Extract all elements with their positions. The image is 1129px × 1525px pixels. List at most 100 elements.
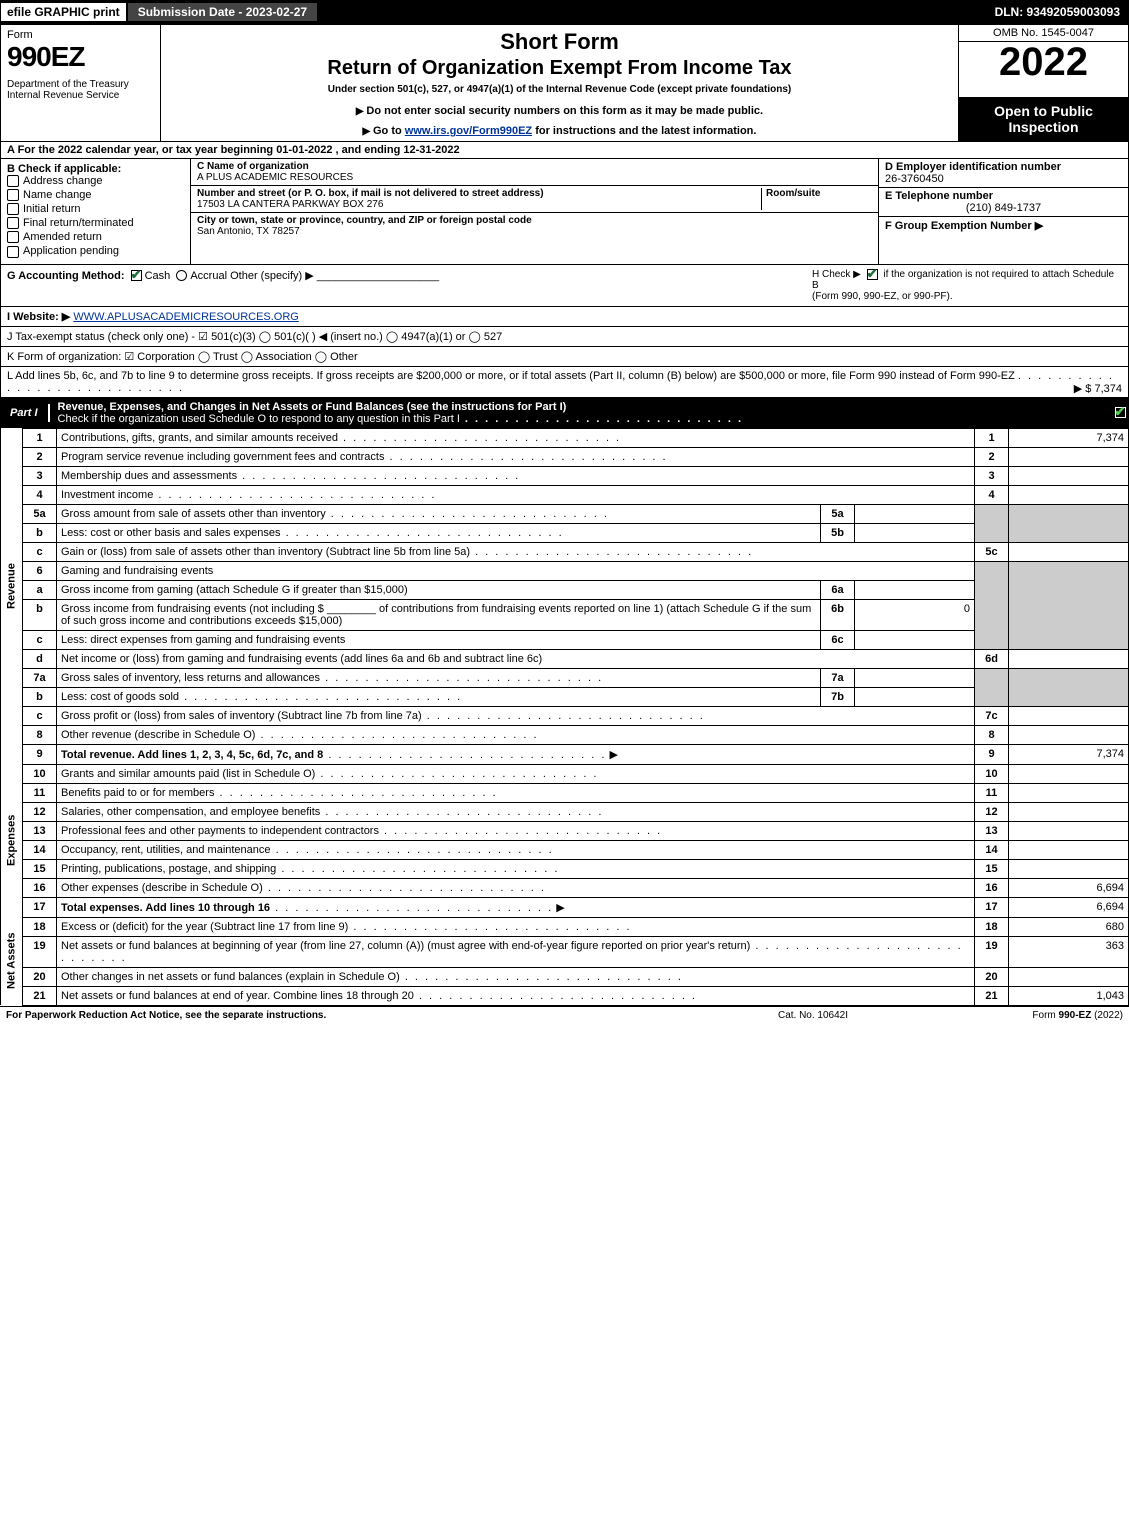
l-text: L Add lines 5b, 6c, and 7b to line 9 to … bbox=[7, 370, 1015, 382]
ck-part1-scho[interactable] bbox=[1115, 407, 1126, 418]
i-label: I Website: ▶ bbox=[7, 311, 70, 323]
org-street: 17503 LA CANTERA PARKWAY BOX 276 bbox=[197, 199, 383, 210]
l19-rn: 19 bbox=[975, 936, 1009, 967]
l5b-desc: Less: cost or other basis and sales expe… bbox=[61, 527, 564, 539]
l13-desc: Professional fees and other payments to … bbox=[61, 825, 662, 837]
ck-cash[interactable] bbox=[131, 270, 142, 281]
l7b-mn: 7b bbox=[821, 687, 855, 706]
goto-link[interactable]: www.irs.gov/Form990EZ bbox=[405, 125, 532, 137]
l6a-mn: 6a bbox=[821, 580, 855, 599]
l20-num: 20 bbox=[23, 967, 57, 986]
e-label: E Telephone number bbox=[885, 190, 993, 202]
l2-desc: Program service revenue including govern… bbox=[61, 451, 668, 463]
l21-rv: 1,043 bbox=[1009, 986, 1129, 1005]
f-label: F Group Exemption Number ▶ bbox=[885, 220, 1043, 232]
l6b-num: b bbox=[23, 599, 57, 630]
l2-rn: 2 bbox=[975, 447, 1009, 466]
do-not-enter: Do not enter social security numbers on … bbox=[167, 105, 952, 117]
ck-initial-return[interactable]: Initial return bbox=[7, 203, 184, 215]
goto-line: Go to www.irs.gov/Form990EZ for instruct… bbox=[167, 125, 952, 137]
l7b-mv bbox=[855, 687, 975, 706]
l9-rv: 7,374 bbox=[1009, 744, 1129, 764]
footer-mid: Cat. No. 10642I bbox=[703, 1010, 923, 1021]
l5c-desc: Gain or (loss) from sale of assets other… bbox=[61, 546, 753, 558]
l7b-num: b bbox=[23, 687, 57, 706]
ck-address-change[interactable]: Address change bbox=[7, 175, 184, 187]
row-i: I Website: ▶ WWW.APLUSACADEMICRESOURCES.… bbox=[0, 307, 1129, 327]
l8-rn: 8 bbox=[975, 725, 1009, 744]
dept-label: Department of the Treasury Internal Reve… bbox=[7, 79, 154, 101]
l1-rv: 7,374 bbox=[1009, 428, 1129, 447]
l6d-rn: 6d bbox=[975, 649, 1009, 668]
ck-application-pending[interactable]: Application pending bbox=[7, 245, 184, 257]
footer: For Paperwork Reduction Act Notice, see … bbox=[0, 1006, 1129, 1024]
l6a-num: a bbox=[23, 580, 57, 599]
row-a: A For the 2022 calendar year, or tax yea… bbox=[0, 142, 1129, 159]
telephone: (210) 849-1737 bbox=[885, 202, 1122, 214]
l14-desc: Occupancy, rent, utilities, and maintena… bbox=[61, 844, 554, 856]
l5c-num: c bbox=[23, 542, 57, 561]
l17-rv: 6,694 bbox=[1009, 897, 1129, 917]
website-link[interactable]: WWW.APLUSACADEMICRESOURCES.ORG bbox=[73, 311, 299, 323]
l5a-mn: 5a bbox=[821, 504, 855, 523]
l17-rn: 17 bbox=[975, 897, 1009, 917]
side-revenue: Revenue bbox=[1, 428, 23, 744]
l6a-desc: Gross income from gaming (attach Schedul… bbox=[57, 580, 821, 599]
l15-rn: 15 bbox=[975, 859, 1009, 878]
l4-num: 4 bbox=[23, 485, 57, 504]
ck-accrual[interactable] bbox=[176, 270, 187, 281]
l6c-mv bbox=[855, 630, 975, 649]
efile-print[interactable]: efile GRAPHIC print bbox=[1, 3, 127, 21]
tax-year: 2022 bbox=[959, 42, 1128, 97]
l15-desc: Printing, publications, postage, and shi… bbox=[61, 863, 559, 875]
l12-desc: Salaries, other compensation, and employ… bbox=[61, 806, 603, 818]
l5a-desc: Gross amount from sale of assets other t… bbox=[61, 508, 609, 520]
l5ab-grey bbox=[975, 504, 1009, 542]
l20-rn: 20 bbox=[975, 967, 1009, 986]
l3-rv bbox=[1009, 466, 1129, 485]
c-street-label: Number and street (or P. O. box, if mail… bbox=[197, 188, 757, 199]
org-city: San Antonio, TX 78257 bbox=[197, 226, 300, 237]
cash-label: Cash bbox=[145, 270, 171, 282]
l5c-rn: 5c bbox=[975, 542, 1009, 561]
col-c: C Name of organization A PLUS ACADEMIC R… bbox=[191, 159, 878, 264]
ck-amended-return[interactable]: Amended return bbox=[7, 231, 184, 243]
l1-rn: 1 bbox=[975, 428, 1009, 447]
form-id-block: Form 990EZ Department of the Treasury In… bbox=[1, 25, 161, 141]
l11-rn: 11 bbox=[975, 783, 1009, 802]
l6b-desc1: Gross income from fundraising events (no… bbox=[61, 603, 324, 615]
l16-rv: 6,694 bbox=[1009, 878, 1129, 897]
l7a-mn: 7a bbox=[821, 668, 855, 687]
l1-desc: Contributions, gifts, grants, and simila… bbox=[61, 432, 621, 444]
l9-desc: Total revenue. Add lines 1, 2, 3, 4, 5c,… bbox=[61, 749, 323, 761]
ck-h[interactable] bbox=[867, 269, 878, 280]
l9-num: 9 bbox=[23, 744, 57, 764]
ck-name-change[interactable]: Name change bbox=[7, 189, 184, 201]
c-room-label: Room/suite bbox=[766, 188, 872, 199]
l5ab-grey-v bbox=[1009, 504, 1129, 542]
l7c-rn: 7c bbox=[975, 706, 1009, 725]
l5b-mv bbox=[855, 523, 975, 542]
part1-header: Part I Revenue, Expenses, and Changes in… bbox=[0, 398, 1129, 428]
l4-rn: 4 bbox=[975, 485, 1009, 504]
part1-sub: Check if the organization used Schedule … bbox=[58, 413, 460, 425]
l15-rv bbox=[1009, 859, 1129, 878]
part1-label: Part I bbox=[0, 404, 50, 422]
l18-desc: Excess or (deficit) for the year (Subtra… bbox=[61, 921, 632, 933]
l12-num: 12 bbox=[23, 802, 57, 821]
row-a-text: A For the 2022 calendar year, or tax yea… bbox=[7, 144, 460, 156]
l8-desc: Other revenue (describe in Schedule O) bbox=[61, 729, 539, 741]
side-netassets: Net Assets bbox=[1, 917, 23, 1005]
lines-table: Revenue 1 Contributions, gifts, grants, … bbox=[0, 428, 1129, 1006]
row-l: L Add lines 5b, 6c, and 7b to line 9 to … bbox=[0, 367, 1129, 398]
h-line2: (Form 990, 990-EZ, or 990-PF). bbox=[812, 291, 953, 302]
ck-final-return[interactable]: Final return/terminated bbox=[7, 217, 184, 229]
org-name: A PLUS ACADEMIC RESOURCES bbox=[197, 172, 353, 183]
l8-rv bbox=[1009, 725, 1129, 744]
l14-num: 14 bbox=[23, 840, 57, 859]
l1-num: 1 bbox=[23, 428, 57, 447]
form-label: Form bbox=[7, 29, 154, 41]
dln: DLN: 93492059003093 bbox=[987, 3, 1128, 21]
l21-rn: 21 bbox=[975, 986, 1009, 1005]
l17-desc: Total expenses. Add lines 10 through 16 bbox=[61, 902, 270, 914]
